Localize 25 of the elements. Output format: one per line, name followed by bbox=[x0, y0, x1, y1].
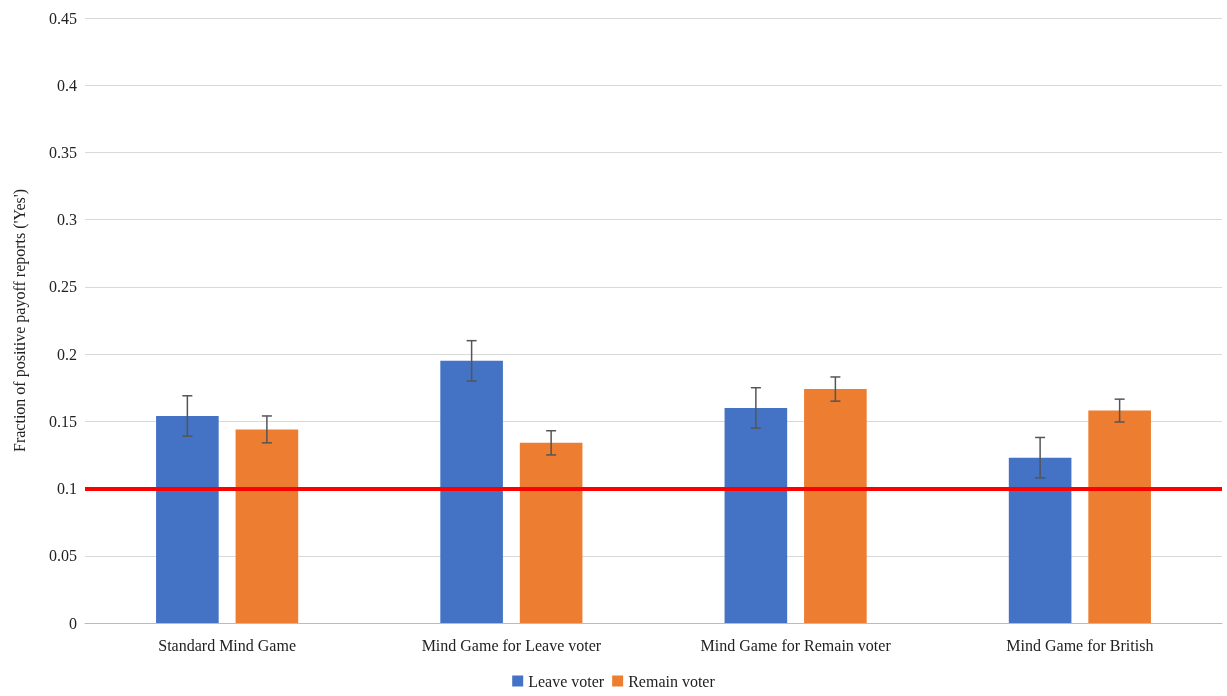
y-axis-title: Fraction of positive payoff reports ('Yes') bbox=[10, 189, 29, 452]
bar bbox=[1088, 410, 1151, 623]
x-tick-label: Mind Game for British bbox=[1006, 636, 1154, 654]
bar bbox=[235, 429, 299, 623]
y-tick-label: 0.2 bbox=[57, 345, 77, 363]
bar bbox=[519, 442, 583, 623]
y-tick-label: 0.25 bbox=[49, 278, 77, 296]
bar bbox=[440, 360, 503, 623]
y-tick-label: 0 bbox=[69, 614, 77, 632]
y-tick-label: 0.1 bbox=[57, 480, 77, 498]
x-tick-label: Mind Game for Leave voter bbox=[421, 636, 602, 654]
bar bbox=[804, 389, 867, 623]
legend-label: Remain voter bbox=[628, 672, 716, 690]
y-tick-label: 0.15 bbox=[49, 412, 77, 430]
y-tick-label: 0.45 bbox=[49, 9, 77, 27]
x-tick-label: Mind Game for Remain voter bbox=[700, 636, 892, 654]
y-tick-label: 0.4 bbox=[57, 76, 77, 94]
bar bbox=[724, 407, 788, 623]
y-tick-label: 0.3 bbox=[57, 211, 77, 229]
legend-label: Leave voter bbox=[528, 672, 605, 690]
bar bbox=[1008, 457, 1072, 623]
y-tick-label: 0.05 bbox=[49, 547, 77, 565]
bar bbox=[156, 415, 219, 623]
y-tick-label: 0.35 bbox=[49, 143, 77, 161]
x-tick-label: Standard Mind Game bbox=[158, 636, 296, 654]
